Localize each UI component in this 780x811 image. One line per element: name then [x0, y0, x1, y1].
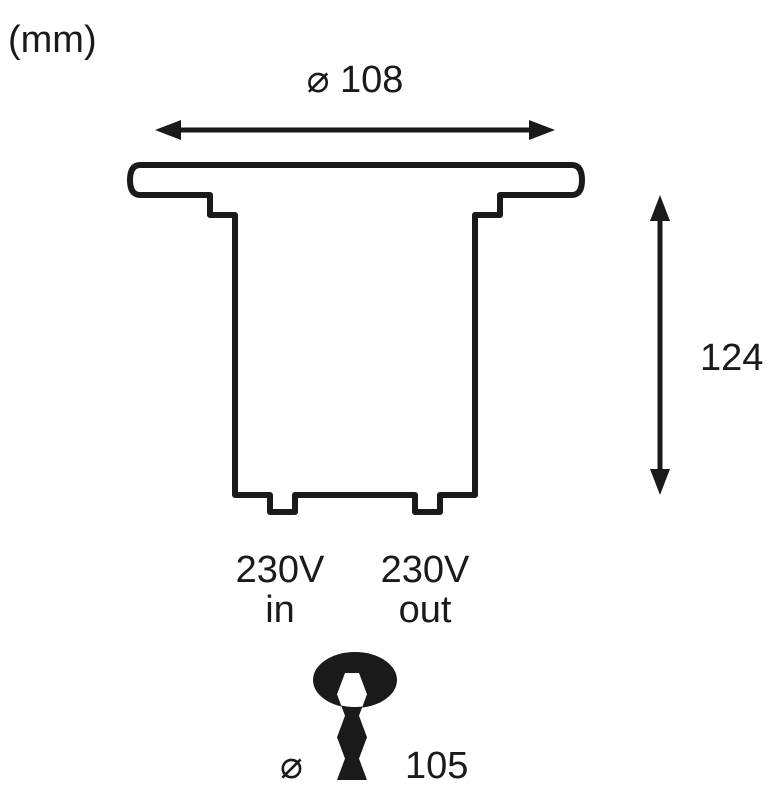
- label-230v-out: 230V: [381, 549, 470, 591]
- label-in: in: [265, 589, 295, 631]
- label-230v-in: 230V: [236, 549, 325, 591]
- cutout-diameter-value: 105: [405, 745, 468, 787]
- dim-top-label: ⌀ 108: [307, 59, 404, 101]
- unit-label: (mm): [8, 19, 97, 61]
- dim-height-label: 124: [700, 337, 763, 379]
- product-outline: [130, 165, 582, 512]
- label-out: out: [399, 589, 452, 631]
- dimension-diagram: (mm)⌀ 108124230Vin230Vout⌀105: [0, 0, 780, 811]
- cutout-diameter-symbol: ⌀: [280, 745, 303, 787]
